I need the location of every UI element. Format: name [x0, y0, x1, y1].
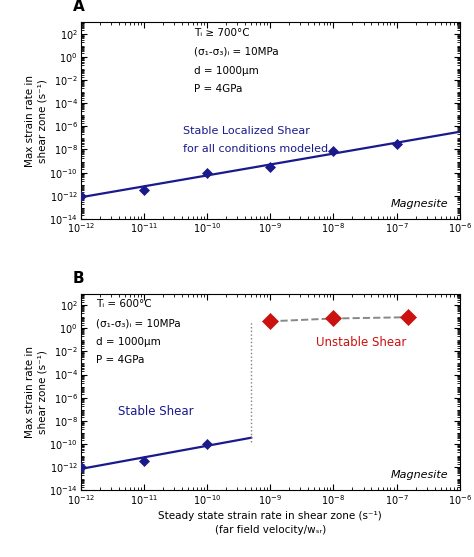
- Text: B: B: [73, 271, 85, 286]
- Y-axis label: Max strain rate in
shear zone (s⁻¹): Max strain rate in shear zone (s⁻¹): [25, 346, 48, 438]
- Text: for all conditions modeled: for all conditions modeled: [183, 144, 328, 154]
- Text: Tᵢ = 600°C: Tᵢ = 600°C: [96, 300, 151, 310]
- Text: Magnesite: Magnesite: [391, 470, 448, 480]
- Text: Magnesite: Magnesite: [391, 199, 448, 209]
- Text: Stable Shear: Stable Shear: [118, 405, 194, 418]
- Text: Tᵢ ≥ 700°C: Tᵢ ≥ 700°C: [194, 28, 250, 38]
- Text: (σ₁-σ₃)ᵢ = 10MPa: (σ₁-σ₃)ᵢ = 10MPa: [194, 47, 279, 57]
- Text: (σ₁-σ₃)ᵢ = 10MPa: (σ₁-σ₃)ᵢ = 10MPa: [96, 318, 181, 328]
- Text: Stable Localized Shear: Stable Localized Shear: [183, 126, 310, 136]
- X-axis label: Steady state strain rate in shear zone (s⁻¹)
(far field velocity/wₛᵣ): Steady state strain rate in shear zone (…: [158, 511, 382, 535]
- Text: Unstable Shear: Unstable Shear: [316, 336, 406, 349]
- Text: P = 4GPa: P = 4GPa: [194, 84, 243, 94]
- Text: P = 4GPa: P = 4GPa: [96, 355, 144, 365]
- Text: d = 1000μm: d = 1000μm: [194, 66, 259, 76]
- Text: A: A: [73, 0, 85, 14]
- Y-axis label: Max strain rate in
shear zone (s⁻¹): Max strain rate in shear zone (s⁻¹): [25, 75, 48, 167]
- Text: d = 1000μm: d = 1000μm: [96, 337, 161, 347]
